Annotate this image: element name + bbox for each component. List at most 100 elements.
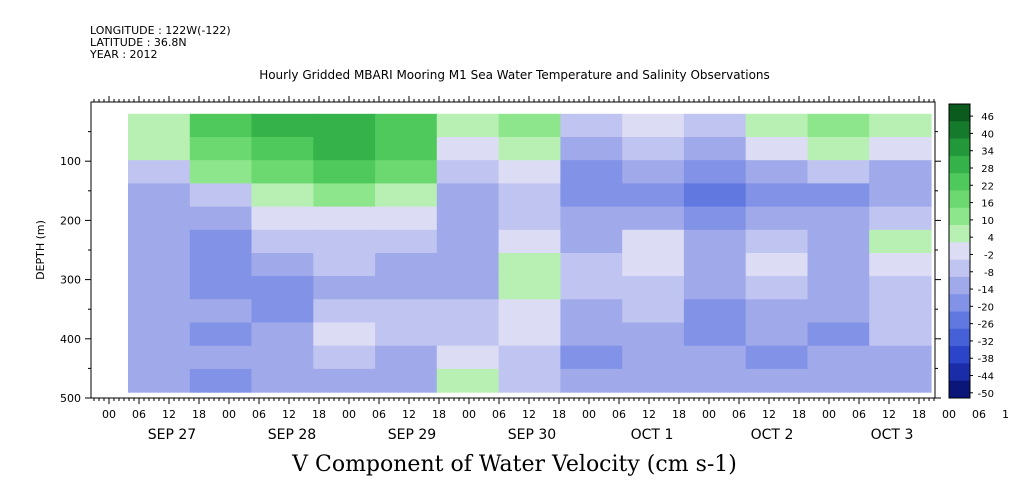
heatmap-cell (498, 206, 561, 231)
x-hour-label: 18 (792, 408, 806, 421)
y-tick-label: 100 (60, 155, 81, 168)
heatmap-cell (869, 368, 932, 393)
heatmap-cell (807, 276, 870, 300)
x-hour-label: 00 (342, 408, 356, 421)
heatmap-cell (622, 160, 685, 184)
x-hour-label: 12 (762, 408, 776, 421)
heatmap-cell (498, 322, 561, 347)
heatmap-cell (436, 299, 500, 324)
heatmap-cell (745, 137, 809, 161)
colorbar-label: 40 (981, 129, 994, 140)
heatmap-cell (560, 206, 623, 231)
colorbar-label: -32 (978, 337, 994, 348)
colorbar-swatch (949, 155, 970, 174)
heatmap-cell (375, 253, 438, 277)
colorbar-label: -8 (984, 268, 994, 279)
colorbar-swatch (949, 346, 970, 364)
heatmap-cell (436, 345, 500, 370)
heatmap-cell (313, 113, 376, 138)
longitude-label: LONGITUDE : 122W(-122) (90, 24, 231, 37)
colorbar-swatch (949, 121, 970, 139)
x-hour-label: 12 (1002, 408, 1009, 421)
colorbar-swatch (949, 207, 970, 226)
x-hour-label: 12 (282, 408, 296, 421)
heatmap-cell (251, 160, 314, 184)
heatmap-cell (128, 276, 191, 300)
heatmap-cell (745, 322, 809, 347)
colorbar-swatch (949, 138, 970, 157)
heatmap-cell (869, 345, 932, 370)
heatmap-cell (189, 322, 253, 347)
colorbar-swatch (949, 104, 970, 122)
heatmap-cell (189, 137, 253, 161)
x-hour-label: 00 (102, 408, 116, 421)
heatmap-cell (869, 299, 932, 324)
colorbar-swatch (949, 173, 970, 191)
heatmap-cell (622, 368, 685, 393)
heatmap-cell (622, 253, 685, 277)
colorbar-label: 16 (981, 199, 994, 210)
heatmap-cell (622, 299, 685, 324)
heatmap-cell (807, 299, 870, 324)
heatmap-cell (683, 113, 747, 138)
colorbar-label: 10 (981, 216, 994, 227)
heatmap-cell (869, 160, 932, 184)
x-hour-label: 12 (402, 408, 416, 421)
heatmap-cell (683, 160, 747, 184)
heatmap-cell (251, 206, 314, 231)
heatmap-cell (869, 253, 932, 277)
heatmap-cell (683, 368, 747, 393)
heatmap-cell (869, 206, 932, 231)
heatmap-cell (436, 253, 500, 277)
heatmap-cell (560, 299, 623, 324)
heatmap-cell (251, 113, 314, 138)
heatmap-cell (313, 229, 376, 254)
colorbar-swatch (949, 311, 970, 330)
colorbar-swatch (949, 242, 970, 261)
heatmap-cell (869, 137, 932, 161)
y-tick-label: 400 (60, 333, 81, 346)
x-hour-label: 18 (552, 408, 566, 421)
y-axis-label: DEPTH (m) (34, 220, 47, 280)
x-hour-label: 00 (582, 408, 596, 421)
colorbar-swatch (949, 363, 970, 382)
colorbar-label: 22 (981, 181, 994, 192)
y-tick-label: 300 (60, 274, 81, 287)
heatmap-cell (436, 368, 500, 393)
latitude-label: LATITUDE : 36.8N (90, 36, 187, 49)
y-tick-label: 200 (60, 214, 81, 227)
heatmap-cell (128, 160, 191, 184)
heatmap-cell (436, 206, 500, 231)
heatmap-cell (436, 113, 500, 138)
heatmap-cell (745, 276, 809, 300)
heatmap-cell (189, 253, 253, 277)
heatmap-cell (189, 368, 253, 393)
heatmap-cell (189, 276, 253, 300)
heatmap-cell (560, 183, 623, 208)
heatmap-cell (128, 253, 191, 277)
heatmap-cell (745, 253, 809, 277)
heatmap-cell (869, 113, 932, 138)
heatmap-cell (745, 183, 809, 208)
heatmap-cell (498, 368, 561, 393)
heatmap-cell (375, 368, 438, 393)
heatmap-cell (375, 229, 438, 254)
heatmap-cell (251, 345, 314, 370)
heatmap-cell (251, 322, 314, 347)
colorbar-label: 34 (981, 147, 994, 158)
heatmap-cell (313, 299, 376, 324)
x-hour-label: 06 (612, 408, 626, 421)
colorbar-swatch (949, 380, 970, 399)
heatmap-cell (807, 183, 870, 208)
colorbar-swatch (949, 276, 970, 295)
variable-title: V Component of Water Velocity (cm s-1) (292, 452, 737, 477)
heatmap-cell (560, 113, 623, 138)
x-hour-label: 06 (732, 408, 746, 421)
colorbar-label: 4 (988, 233, 994, 244)
heatmap-cell (375, 137, 438, 161)
heatmap-cell (683, 345, 747, 370)
heatmap-cell (436, 183, 500, 208)
heatmap-cell (807, 253, 870, 277)
heatmap-cell (622, 183, 685, 208)
heatmap-cell (560, 368, 623, 393)
